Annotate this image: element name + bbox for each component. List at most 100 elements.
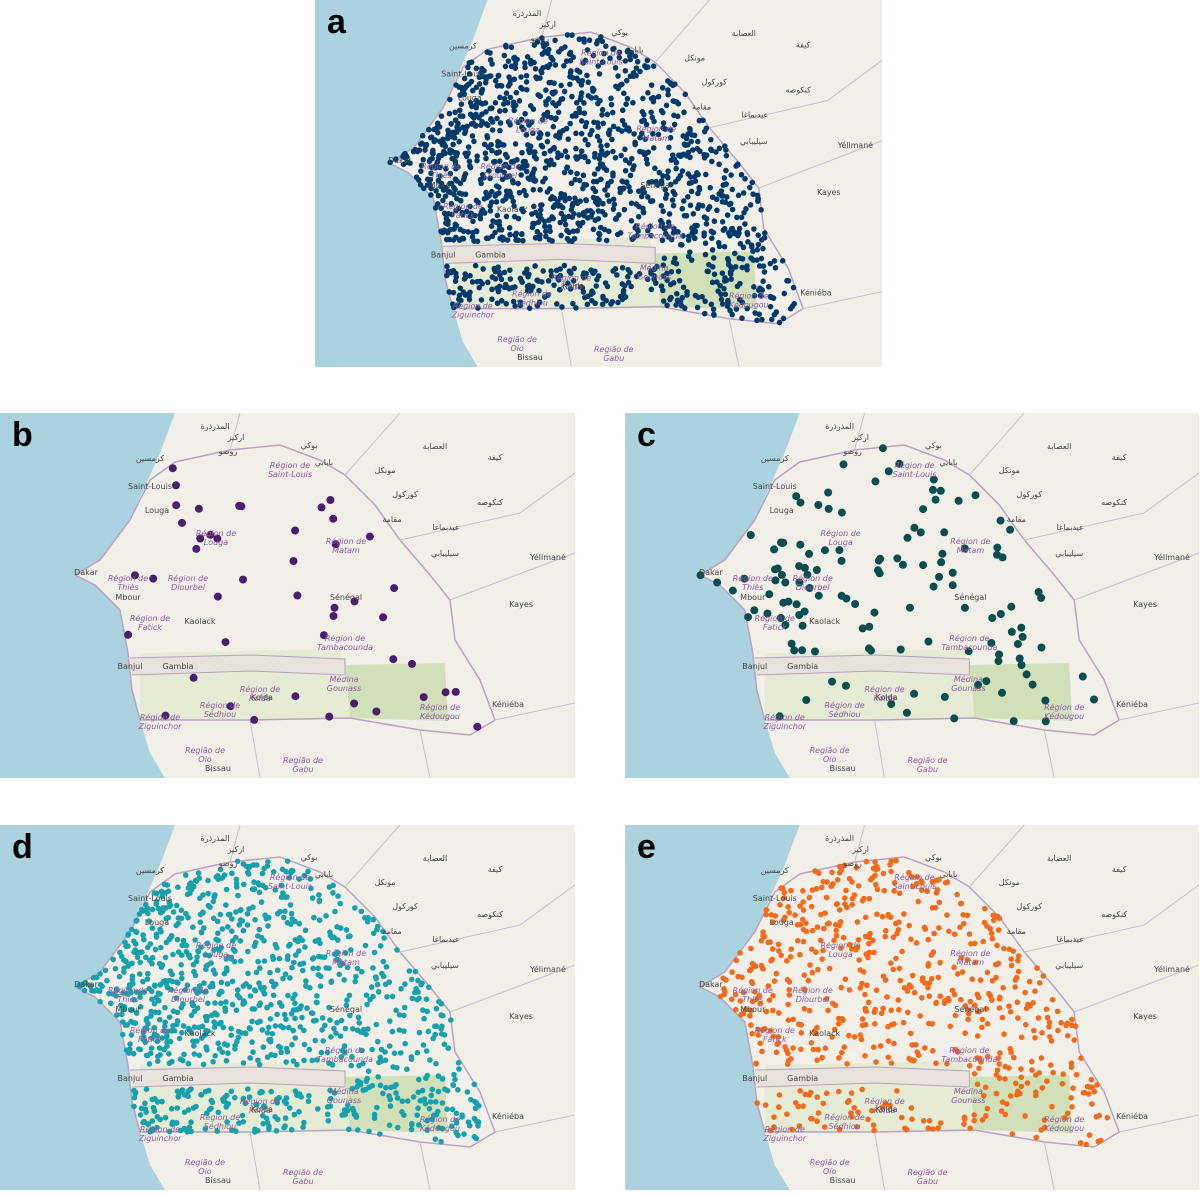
location-dot <box>844 1061 850 1067</box>
location-dot <box>955 1049 961 1055</box>
map-label: Louga <box>458 93 482 102</box>
location-dot <box>229 916 235 922</box>
location-dot <box>873 1059 879 1065</box>
location-dot <box>771 978 778 984</box>
location-dot <box>112 965 119 972</box>
map-label-line: Kaolack <box>497 205 528 214</box>
map-label-line: Région de <box>168 573 208 583</box>
location-dot <box>342 1025 349 1032</box>
map-label: Kaolack <box>184 617 215 626</box>
location-dot <box>201 980 207 986</box>
location-dot <box>1002 1111 1009 1118</box>
location-dot <box>792 912 798 918</box>
location-dot <box>937 1120 944 1126</box>
location-dot <box>192 937 198 943</box>
map-label-line: Région de <box>443 201 483 211</box>
location-dot <box>352 905 358 911</box>
location-dot <box>574 156 580 162</box>
location-dot <box>703 171 709 178</box>
location-dot <box>747 1013 753 1019</box>
location-dot <box>748 242 755 248</box>
location-dot <box>879 1104 886 1110</box>
location-dot <box>478 180 484 187</box>
location-dot <box>443 165 449 172</box>
location-dot <box>302 927 309 934</box>
map-label: اركيز <box>227 845 245 854</box>
location-dot <box>670 259 677 266</box>
location-dot <box>901 985 908 991</box>
location-dot <box>427 176 434 183</box>
location-dot <box>377 1131 383 1137</box>
map-label-line: Gabu <box>917 1176 938 1185</box>
location-dot <box>767 260 774 267</box>
location-dot <box>145 910 151 917</box>
location-dot <box>240 927 247 934</box>
location-dot <box>1041 696 1050 705</box>
map-label-line: Kayes <box>509 1012 533 1021</box>
location-dot <box>758 207 764 213</box>
location-dot <box>567 286 574 292</box>
location-dot <box>681 141 688 148</box>
map-label: كنكوصه <box>477 498 503 507</box>
location-dot <box>204 1047 210 1053</box>
location-dot <box>643 156 650 163</box>
location-dot <box>156 997 162 1004</box>
location-dot <box>225 924 231 930</box>
location-dot <box>891 888 898 894</box>
location-dot <box>125 943 131 949</box>
location-dot <box>591 171 598 177</box>
location-dot <box>738 214 745 221</box>
map-label: Yélimané <box>529 552 566 562</box>
location-dot <box>296 876 303 882</box>
location-dot <box>888 858 895 864</box>
location-dot <box>317 983 324 989</box>
location-dot <box>569 214 576 220</box>
map-label-line: كنكوصه <box>477 910 503 919</box>
location-dot <box>829 869 835 876</box>
location-dot <box>694 304 701 311</box>
location-dot <box>391 1050 398 1056</box>
map-label-line: Tambacounda <box>941 642 997 651</box>
location-dot <box>897 977 904 984</box>
location-dot <box>126 982 133 988</box>
location-dot <box>306 1093 312 1099</box>
location-dot <box>470 87 476 94</box>
location-dot <box>615 126 621 132</box>
location-dot <box>792 492 801 501</box>
map-label-line: كنكوصه <box>785 85 811 94</box>
location-dot <box>748 1022 754 1028</box>
location-dot <box>605 129 612 136</box>
location-dot <box>1104 1114 1111 1121</box>
location-dot <box>369 1082 376 1089</box>
location-dot <box>375 989 382 995</box>
location-dot <box>996 1075 1003 1081</box>
location-dot <box>468 59 475 65</box>
location-dot <box>994 942 1000 949</box>
location-dot <box>893 955 899 962</box>
location-dot <box>598 34 604 40</box>
location-dot <box>472 1105 479 1112</box>
location-dot <box>762 1102 769 1108</box>
map-label-line: Diourbel <box>796 994 831 1003</box>
location-dot <box>707 184 713 191</box>
location-dot <box>884 467 893 476</box>
location-dot <box>329 1062 336 1068</box>
location-dot <box>746 531 755 539</box>
location-dot <box>253 1101 260 1108</box>
location-dot <box>833 901 840 908</box>
location-dot <box>1037 643 1046 652</box>
map-label-line: Gounass <box>327 1096 361 1105</box>
location-dot <box>748 945 754 952</box>
location-dot <box>467 164 474 171</box>
map-label-line: Kolda <box>561 282 583 291</box>
location-dot <box>849 946 855 952</box>
location-dot <box>798 621 807 630</box>
location-dot <box>848 1090 855 1096</box>
location-dot <box>489 296 495 303</box>
location-dot <box>914 1049 920 1055</box>
location-dot <box>826 920 832 927</box>
location-dot <box>724 212 731 218</box>
location-dot <box>281 1011 288 1018</box>
map-label: سيليبابي <box>740 136 767 145</box>
map-label-line: Matam <box>643 133 670 142</box>
